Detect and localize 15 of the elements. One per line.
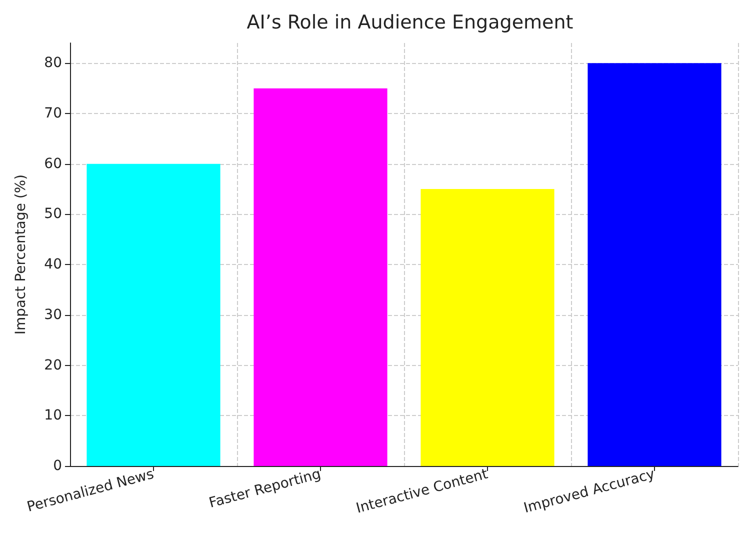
y-tick-label: 30 [44, 306, 62, 323]
y-tick-label: 60 [44, 156, 62, 172]
y-tick-label: 40 [44, 256, 62, 273]
bar [588, 63, 722, 466]
bar [254, 88, 388, 466]
y-axis-title: Impact Percentage (%) [13, 174, 29, 335]
y-tick-label: 80 [44, 55, 62, 72]
y-tick-label: 20 [44, 357, 62, 374]
bar [86, 164, 220, 466]
y-tick-label: 70 [44, 106, 62, 122]
chart-title: AI’s Role in Audience Engagement [246, 12, 574, 34]
bar [420, 189, 554, 466]
y-tick-label: 0 [53, 458, 62, 474]
y-tick-label: 50 [44, 206, 62, 222]
y-tick-label: 10 [44, 408, 62, 424]
